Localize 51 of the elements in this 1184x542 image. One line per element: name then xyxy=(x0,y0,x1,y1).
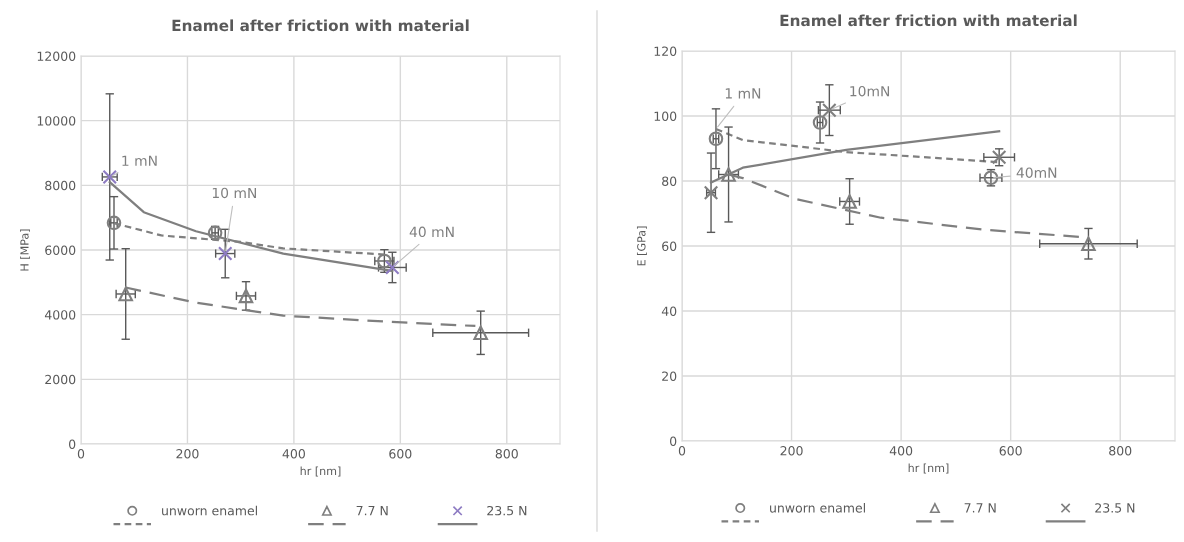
x-tick-label: 200 xyxy=(176,449,199,459)
y-tick-label: 6000 xyxy=(45,245,76,255)
y-tick-label: 40 xyxy=(661,306,677,316)
x-tick-label: 0 xyxy=(678,446,686,456)
y-tick-label: 100 xyxy=(654,111,677,121)
legend-label: 23.5 N xyxy=(1095,503,1135,513)
line-series xyxy=(108,180,394,273)
y-tick-label: 60 xyxy=(662,241,677,251)
annotation: 10 mN xyxy=(212,187,256,199)
x-tick-label: 400 xyxy=(282,449,305,459)
legend-label: 23.5 N xyxy=(487,505,527,516)
y-tick-label: 80 xyxy=(662,176,677,186)
point xyxy=(106,215,122,231)
chart-title: Enamel after friction with material xyxy=(780,14,1077,27)
legend-label: unworn enamel xyxy=(162,505,257,516)
y-tick-label: 0 xyxy=(670,436,677,446)
x-axis-title: hr [nm] xyxy=(908,463,949,474)
x-tick-label: 800 xyxy=(1109,446,1132,456)
y-axis-title: E [GPa] xyxy=(636,226,647,266)
point xyxy=(708,131,724,147)
x-tick-label: 600 xyxy=(999,446,1022,456)
x-tick-label: 400 xyxy=(889,446,913,456)
annotation: 40 mN xyxy=(409,226,454,238)
y-tick-label: 10000 xyxy=(37,116,76,126)
point xyxy=(822,102,837,118)
x-axis-title: hr [nm] xyxy=(300,466,341,477)
annotation: 1 mN xyxy=(122,155,157,166)
legend-label: unworn enamel xyxy=(770,502,865,513)
point xyxy=(842,194,857,209)
y-tick-label: 8000 xyxy=(45,180,76,191)
y-tick-label: 2000 xyxy=(45,374,76,385)
point xyxy=(473,325,488,341)
annotation: 10mN xyxy=(850,85,890,97)
x-tick-label: 600 xyxy=(389,449,412,459)
point xyxy=(812,115,828,130)
x-tick-label: 800 xyxy=(495,449,518,459)
annotation: 1 mN xyxy=(725,88,761,99)
y-tick-label: 20 xyxy=(662,371,677,381)
point xyxy=(1081,236,1096,252)
point xyxy=(385,260,400,275)
y-tick-label: 0 xyxy=(69,439,76,449)
y-tick-label: 120 xyxy=(654,46,677,56)
x-tick-label: 0 xyxy=(77,449,85,459)
chart-title: Enamel after friction with material xyxy=(172,19,469,32)
y-tick-label: 4000 xyxy=(44,310,76,320)
y-tick-label: 12000 xyxy=(37,51,76,61)
legend-label: 7.7 N xyxy=(964,503,996,513)
y-axis-title: H [MPa] xyxy=(20,229,30,271)
x-tick-label: 200 xyxy=(780,446,803,456)
legend-label: 7.7 N xyxy=(356,506,388,516)
annotation: 40mN xyxy=(1016,167,1057,178)
